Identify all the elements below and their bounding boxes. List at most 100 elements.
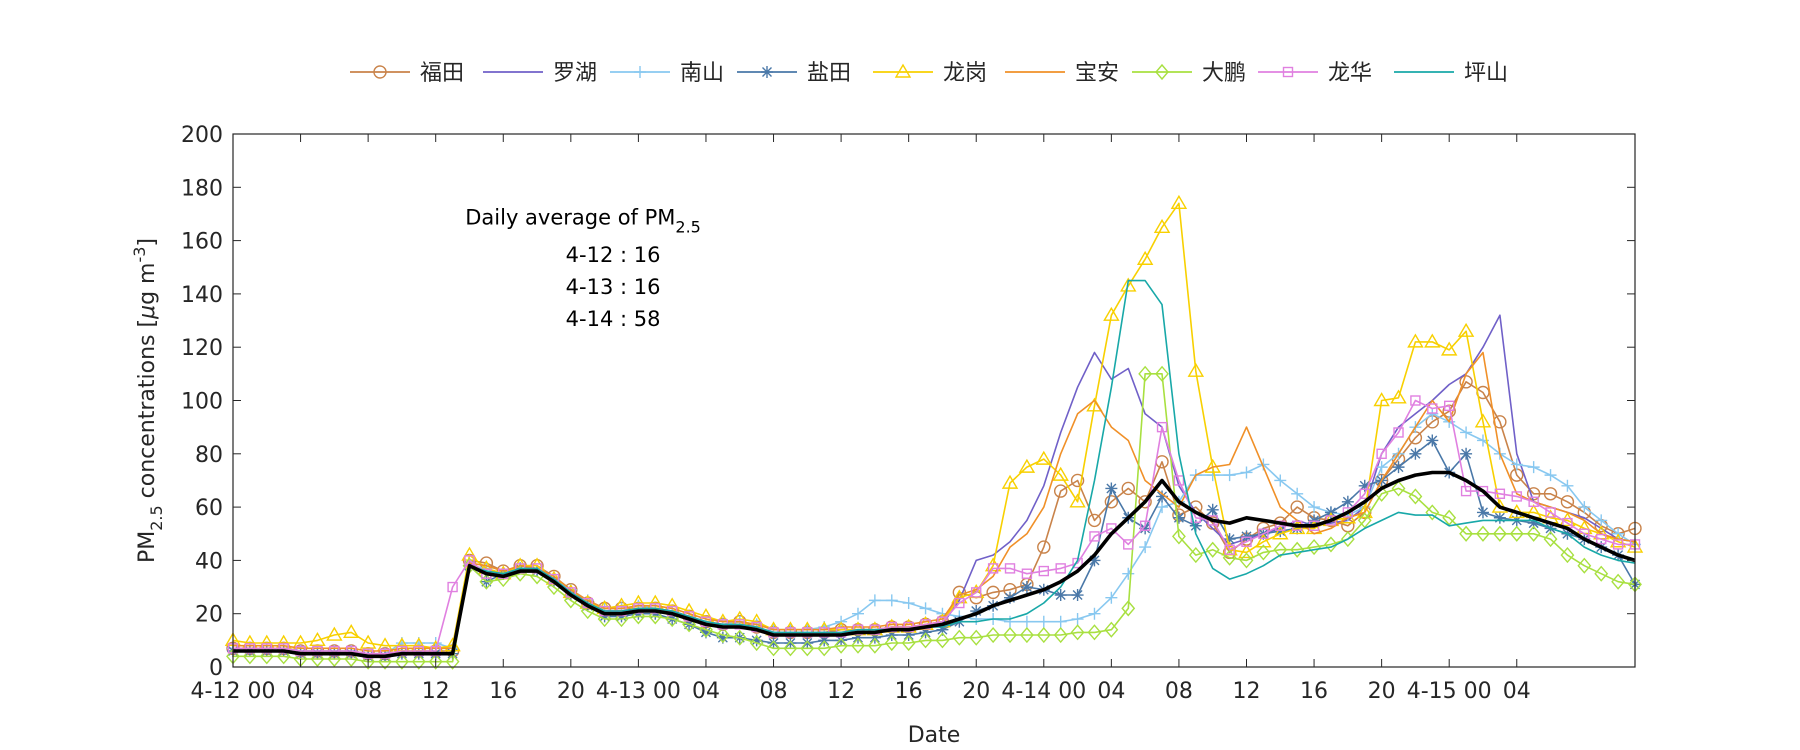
- data-point: [1392, 461, 1405, 474]
- data-point: [1596, 533, 1607, 545]
- data-point: [1443, 400, 1455, 412]
- legend-item: 宝安: [1005, 61, 1119, 86]
- y-axis-title: PM2.5 concentrations [μg m-3]: [130, 238, 166, 563]
- legend-item: 福田: [350, 61, 464, 86]
- data-point: [479, 573, 494, 590]
- data-point: [1069, 493, 1086, 508]
- annotation-line: 4-13 : 16: [566, 275, 661, 299]
- data-point: [699, 626, 712, 639]
- data-point: [1037, 540, 1051, 554]
- data-point: [1290, 541, 1305, 558]
- data-point: [1373, 392, 1390, 407]
- data-point: [1390, 389, 1407, 404]
- data-point: [1460, 485, 1472, 497]
- x-tick-label: 12: [1232, 679, 1260, 704]
- data-point: [447, 581, 458, 593]
- data-point: [699, 621, 713, 638]
- data-point: [767, 637, 780, 650]
- data-point: [1139, 520, 1151, 531]
- legend-swatch-marker: [634, 66, 646, 78]
- data-point: [1071, 613, 1084, 626]
- data-point: [1426, 407, 1439, 420]
- data-point: [1104, 495, 1119, 509]
- x-tick-label: 4-15 00: [1407, 679, 1492, 704]
- data-point: [1358, 479, 1371, 492]
- annotation-line: 4-12 : 16: [566, 243, 661, 267]
- legend-swatch-marker: [1155, 63, 1169, 81]
- data-point: [1088, 554, 1101, 567]
- data-point: [1223, 469, 1236, 482]
- series-line: [233, 279, 1636, 658]
- data-point: [1205, 541, 1220, 558]
- data-point: [1559, 512, 1576, 527]
- data-point: [309, 631, 326, 647]
- data-point: [716, 631, 729, 644]
- data-point: [362, 648, 374, 659]
- data-point: [1053, 484, 1068, 498]
- data-point: [597, 610, 612, 628]
- data-point: [615, 610, 628, 623]
- data-point: [766, 640, 781, 657]
- data-point: [1054, 615, 1067, 628]
- legend-label: 福田: [420, 61, 464, 86]
- data-point: [732, 629, 747, 646]
- series-line: [232, 202, 1636, 650]
- x-tick-label: 04: [692, 679, 720, 704]
- data-point: [903, 621, 914, 633]
- data-point: [1170, 194, 1188, 209]
- data-point: [986, 585, 1000, 600]
- data-point: [1578, 501, 1591, 514]
- y-tick-label: 140: [181, 283, 223, 308]
- data-point: [1510, 458, 1523, 471]
- data-point: [326, 626, 343, 641]
- series-宝安: [233, 351, 1636, 652]
- data-point: [1424, 333, 1441, 348]
- annotation-title-main: Daily average of PM: [465, 206, 675, 230]
- data-point: [343, 623, 360, 639]
- data-point: [783, 640, 798, 657]
- series-line: [233, 380, 1636, 655]
- legend: 福田 罗湖 南山 盐田 龙岗 宝安 大鹏 龙华 坪山: [350, 61, 1508, 86]
- data-point: [984, 557, 1002, 572]
- legend-item: 龙华: [1258, 61, 1372, 86]
- data-point: [312, 645, 323, 657]
- series-南山: [227, 407, 1641, 660]
- data-point: [986, 626, 1001, 644]
- y-tick-label: 120: [181, 336, 223, 361]
- y-axis: 0 20 40 60 80 100 120 140 160 180 200: [181, 123, 1635, 681]
- data-point: [1611, 573, 1626, 590]
- plot-area: [224, 194, 1644, 670]
- data-point: [1425, 504, 1440, 521]
- data-point: [715, 626, 730, 644]
- legend-label: 龙华: [1328, 61, 1372, 86]
- data-point: [868, 594, 881, 607]
- data-point: [1238, 544, 1255, 559]
- data-point: [1577, 557, 1592, 574]
- series-坪山: [233, 279, 1636, 658]
- data-point: [1037, 615, 1050, 628]
- data-point: [1004, 563, 1016, 574]
- data-point: [1509, 525, 1524, 542]
- data-point: [1457, 322, 1475, 337]
- data-point: [1440, 341, 1458, 356]
- data-point: [1156, 421, 1168, 433]
- data-point: [1070, 624, 1085, 641]
- legend-item: 大鹏: [1132, 61, 1246, 86]
- data-point: [1255, 533, 1272, 548]
- data-point: [276, 648, 291, 665]
- data-point: [1105, 482, 1118, 495]
- data-point: [750, 634, 763, 647]
- data-point: [784, 637, 797, 650]
- data-point: [1055, 563, 1066, 574]
- data-point: [1543, 487, 1558, 501]
- data-point: [954, 597, 965, 609]
- legend-item: 罗湖: [483, 61, 597, 86]
- x-tick-label: 16: [489, 679, 517, 704]
- data-point: [1359, 488, 1370, 499]
- legend-swatch-marker: [373, 65, 387, 79]
- data-point: [1459, 525, 1474, 542]
- data-point: [1375, 461, 1388, 474]
- data-point: [971, 587, 982, 598]
- legend-label: 盐田: [807, 61, 851, 86]
- data-point: [1594, 565, 1609, 582]
